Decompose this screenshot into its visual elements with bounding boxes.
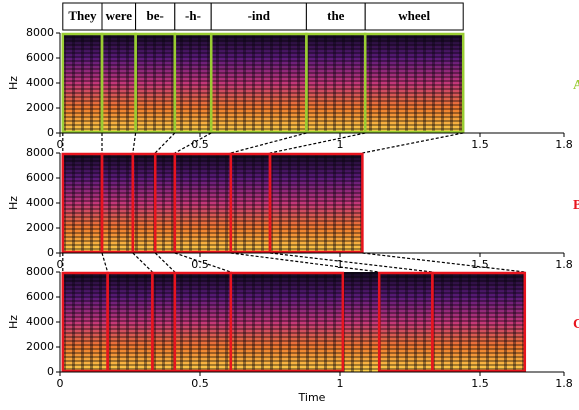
x-tick-label: 0.5 (191, 258, 209, 271)
alignment-link (132, 252, 153, 273)
alignment-link (230, 132, 307, 154)
alignment-link (154, 132, 176, 154)
alignment-link (269, 252, 433, 273)
y-tick-label: 6000 (26, 171, 54, 184)
x-tick-label: 1.5 (471, 258, 489, 271)
alignment-link (362, 132, 464, 154)
x-tick-label: 0.5 (191, 377, 209, 390)
y-tick-label: 8000 (26, 146, 54, 159)
x-tick-label: 1 (337, 258, 344, 271)
segment-box (229, 271, 345, 373)
y-tick-label: 8000 (26, 26, 54, 39)
word-box (210, 2, 307, 31)
word-label: be- (147, 8, 164, 23)
word-label: wheel (398, 8, 430, 23)
y-tick-label: 4000 (26, 196, 54, 209)
x-tick-label: 1.8 (555, 138, 573, 151)
y-tick-label: 4000 (26, 315, 54, 328)
spectrogram-texture (62, 272, 525, 372)
alignment-link (269, 132, 366, 154)
segment-box (431, 271, 527, 373)
panel-label: A (573, 78, 579, 93)
word-label: -ind (248, 8, 271, 23)
word-label: -h- (185, 8, 201, 23)
y-tick-label: 2000 (26, 340, 54, 353)
word-box (101, 2, 137, 31)
word-box (364, 2, 464, 31)
spectrogram-texture (62, 33, 464, 133)
alignment-link (362, 252, 525, 273)
y-tick-label: 6000 (26, 290, 54, 303)
y-tick-label: 0 (47, 126, 54, 139)
segment-box (268, 152, 364, 254)
y-tick-label: 4000 (26, 76, 54, 89)
x-tick-label: 0 (57, 377, 64, 390)
word-label: the (327, 8, 345, 23)
x-tick-label: 1.5 (471, 377, 489, 390)
alignment-link (132, 132, 137, 154)
x-tick-label: 0 (57, 138, 64, 151)
spectrogram-texture (62, 153, 363, 253)
y-tick-label: 0 (47, 365, 54, 378)
y-tick-label: 2000 (26, 221, 54, 234)
word-box (62, 2, 103, 31)
alignment-link (101, 252, 109, 273)
y-tick-label: 6000 (26, 51, 54, 64)
x-tick-label: 0.5 (191, 138, 209, 151)
x-tick-label: 0 (57, 258, 64, 271)
x-tick-label: 1.8 (555, 377, 573, 390)
y-label: Hz (7, 196, 20, 210)
panel-label: B (573, 198, 579, 213)
word-box (135, 2, 176, 31)
alignment-link (154, 252, 176, 273)
word-label: were (106, 8, 133, 23)
segment-box (363, 32, 465, 134)
alignment-link (174, 132, 212, 154)
y-tick-label: 8000 (26, 265, 54, 278)
word-label: They (68, 8, 97, 23)
x-tick-label: 1 (337, 138, 344, 151)
x-label: Time (298, 391, 326, 404)
x-tick-label: 1 (337, 377, 344, 390)
x-tick-label: 1.8 (555, 258, 573, 271)
y-tick-label: 2000 (26, 101, 54, 114)
y-label: Hz (7, 315, 20, 329)
y-tick-label: 0 (47, 246, 54, 259)
x-tick-label: 1.5 (471, 138, 489, 151)
panel-label: C (573, 317, 579, 332)
alignment-link (230, 252, 380, 273)
y-label: Hz (7, 76, 20, 90)
